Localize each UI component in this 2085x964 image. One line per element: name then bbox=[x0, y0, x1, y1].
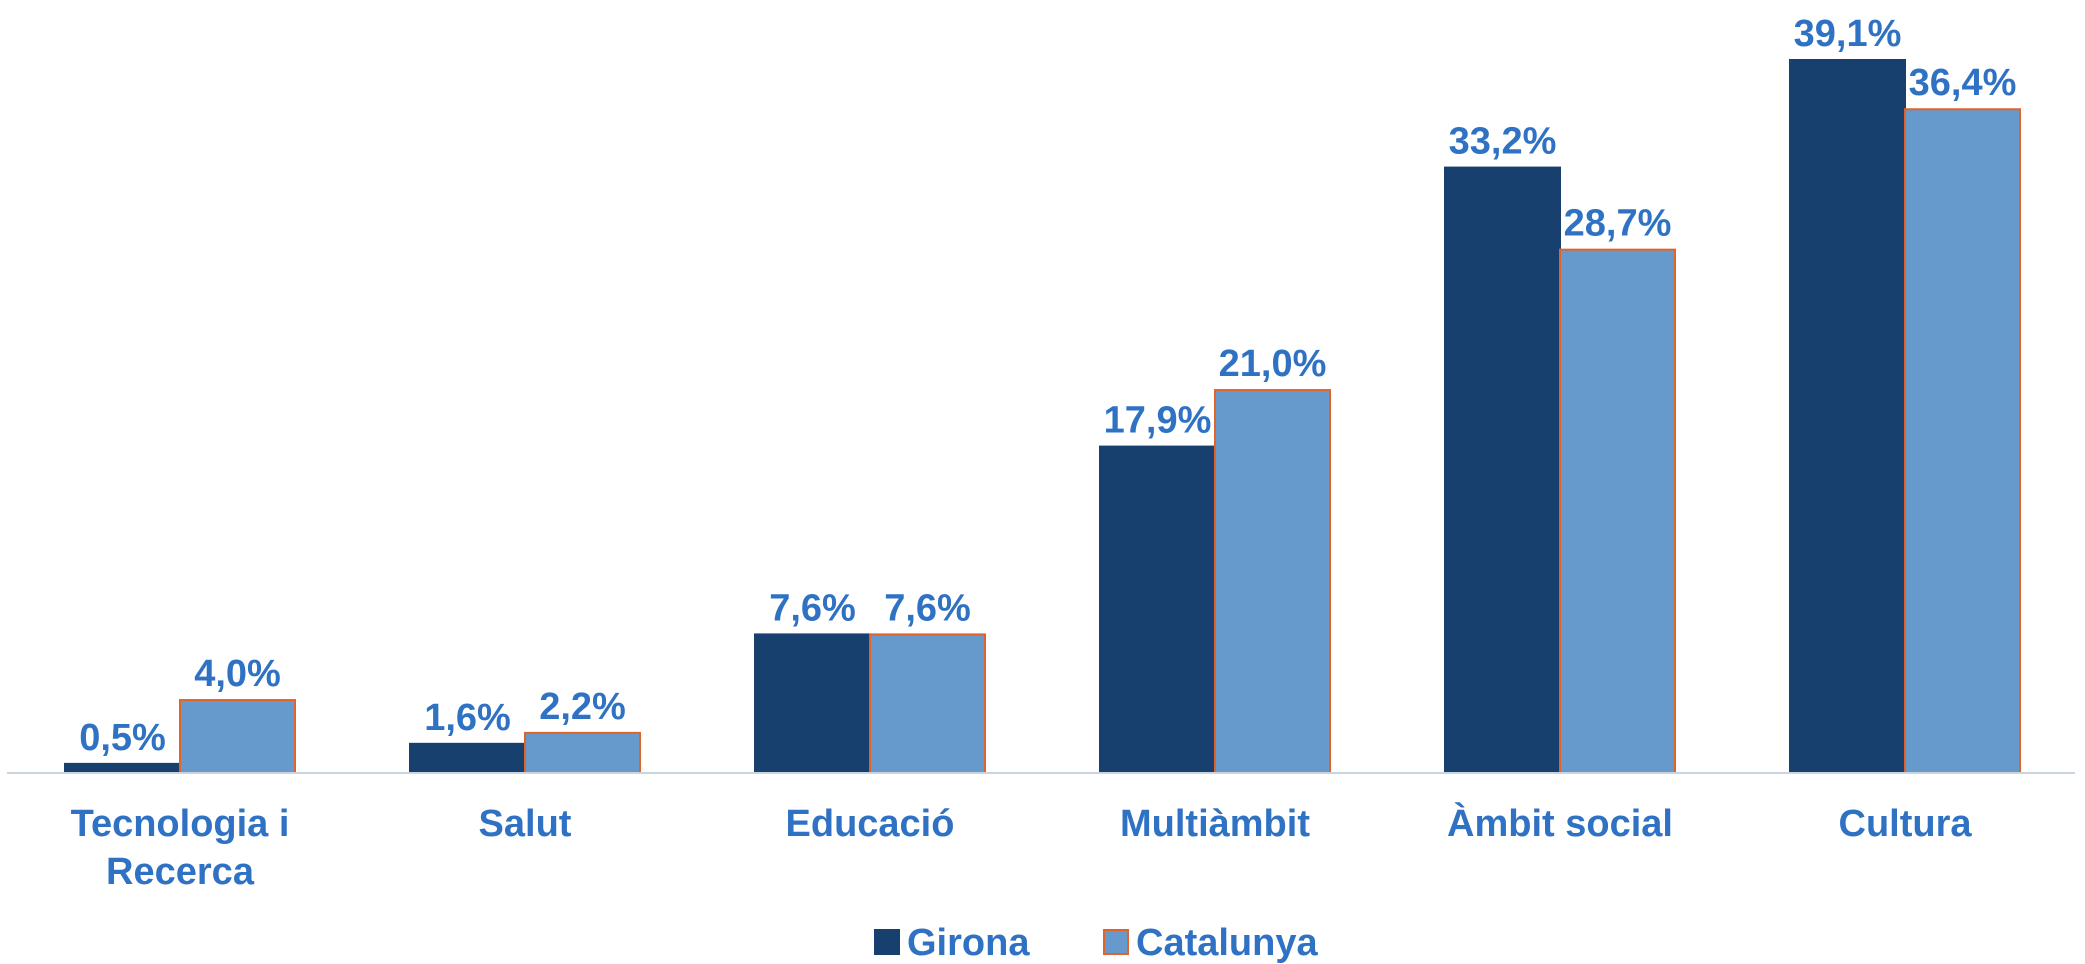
data-label: 21,0% bbox=[1219, 343, 1327, 385]
bar bbox=[64, 762, 181, 774]
legend-label: Catalunya bbox=[1136, 922, 1318, 964]
data-label: 1,6% bbox=[424, 697, 511, 739]
data-label: 33,2% bbox=[1449, 121, 1557, 163]
data-label: 17,9% bbox=[1104, 400, 1212, 442]
bar bbox=[409, 742, 526, 775]
data-label: 0,5% bbox=[79, 717, 166, 759]
bar bbox=[179, 699, 296, 775]
bar bbox=[1904, 108, 2021, 774]
bar bbox=[1444, 166, 1561, 774]
x-tick-label: Multiàmbit bbox=[1120, 803, 1310, 845]
bar bbox=[1789, 59, 1906, 774]
x-tick-label: Àmbit social bbox=[1447, 803, 1673, 845]
legend-label: Girona bbox=[907, 922, 1030, 964]
x-tick-label: Educació bbox=[785, 803, 955, 845]
x-tick-label: Salut bbox=[478, 803, 572, 845]
x-tick-label: Cultura bbox=[1838, 803, 1972, 845]
data-label: 28,7% bbox=[1564, 203, 1672, 245]
data-label: 2,2% bbox=[539, 686, 626, 728]
x-tick-label: Tecnologia i Recerca bbox=[70, 803, 290, 893]
bar bbox=[524, 731, 641, 774]
bar bbox=[1214, 389, 1331, 774]
data-label: 39,1% bbox=[1794, 13, 1902, 55]
legend-swatch bbox=[874, 929, 900, 955]
data-label: 7,6% bbox=[884, 587, 971, 629]
bar bbox=[1559, 248, 1676, 775]
legend-swatch bbox=[1103, 929, 1129, 955]
bar bbox=[754, 633, 871, 774]
data-label: 7,6% bbox=[769, 587, 856, 629]
data-label: 4,0% bbox=[194, 653, 281, 695]
bar bbox=[1099, 445, 1216, 774]
data-label: 36,4% bbox=[1909, 62, 2017, 104]
bar bbox=[869, 633, 986, 774]
